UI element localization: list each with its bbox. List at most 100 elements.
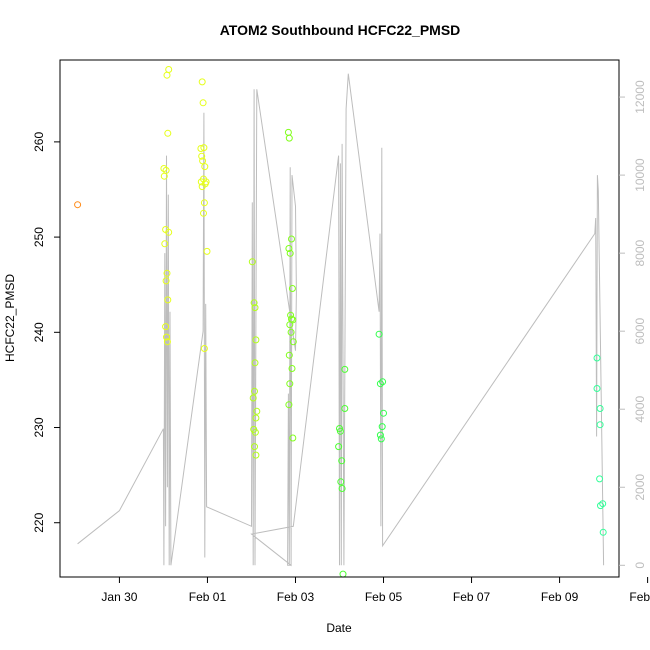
data-point [375, 330, 383, 338]
data-point [163, 269, 171, 277]
data-point [379, 378, 387, 386]
data-point [162, 277, 170, 285]
data-point [599, 500, 607, 508]
y2-tick-label: 12000 [633, 80, 647, 114]
x-tick-label: Feb 05 [365, 590, 403, 604]
x-tick-label: Feb 11 [629, 590, 650, 604]
data-point [163, 338, 171, 346]
x-tick-label: Feb 03 [277, 590, 315, 604]
right-axis-series-line [77, 73, 605, 567]
data-point [202, 178, 210, 186]
data-point [165, 66, 173, 73]
y2-tick-label: 6000 [633, 318, 647, 345]
data-point [252, 451, 260, 459]
data-point [337, 478, 345, 486]
data-point [165, 228, 173, 236]
y-tick-label: 230 [32, 417, 46, 437]
data-point [338, 485, 346, 492]
scatter-points [74, 66, 607, 578]
data-point [376, 380, 384, 388]
data-point [593, 354, 601, 362]
data-point [164, 296, 172, 304]
y-axis: 220 230 240 250 260 [32, 132, 60, 533]
data-point [335, 443, 343, 451]
y2-tick-label: 2000 [633, 474, 647, 501]
data-point [285, 401, 293, 409]
data-point [380, 409, 387, 417]
plot-frame [59, 59, 620, 578]
data-point [286, 321, 294, 329]
data-point [599, 528, 607, 536]
y-axis-label: HCFC22_PMSD [3, 274, 17, 362]
data-point [285, 245, 293, 252]
data-point [596, 405, 604, 412]
data-point [199, 99, 207, 107]
x-tick-label: Feb 01 [189, 590, 227, 604]
y2-tick-label: 8000 [633, 239, 647, 266]
data-point [597, 502, 604, 510]
data-point [341, 405, 349, 412]
data-point [251, 359, 259, 367]
y2-tick-label: 10000 [633, 158, 647, 192]
data-point [593, 385, 601, 392]
data-point [164, 129, 172, 137]
data-point [285, 134, 293, 142]
x-tick-label: Jan 30 [101, 590, 137, 604]
data-point [160, 165, 168, 172]
data-point [251, 443, 258, 451]
x-axis: Jan 30 Feb 01 Feb 03 Feb 05 Feb 07 Feb 09 Feb … [101, 577, 650, 604]
y2-tick-label: 0 [633, 562, 647, 569]
data-point [161, 240, 169, 248]
y-tick-label: 250 [32, 227, 46, 247]
y-tick-label: 240 [32, 322, 46, 342]
data-point [198, 152, 206, 160]
data-point [250, 299, 258, 307]
data-point [376, 431, 384, 439]
x-tick-label: Feb 07 [453, 590, 491, 604]
data-point [197, 145, 205, 152]
data-point [596, 475, 604, 483]
data-point [162, 323, 170, 331]
data-point [287, 328, 295, 336]
y-tick-label: 260 [32, 132, 46, 152]
data-point [336, 427, 344, 435]
data-point [162, 166, 170, 174]
data-point [289, 338, 297, 346]
data-point [288, 365, 296, 372]
data-point [286, 380, 294, 388]
x-tick-label: Feb 09 [541, 590, 579, 604]
data-point [288, 285, 296, 292]
series-line [77, 73, 605, 567]
data-point [198, 78, 206, 86]
data-point [341, 365, 349, 373]
data-point [377, 435, 385, 443]
data-point [286, 249, 294, 257]
data-point [288, 235, 295, 243]
data-point [200, 199, 208, 207]
x-axis-label: Date [326, 621, 352, 635]
data-point [253, 407, 261, 415]
data-point [200, 209, 207, 217]
y-tick-label: 220 [32, 512, 46, 532]
data-point [339, 570, 347, 578]
y2-axis: 0 2000 4000 6000 8000 10000 12000 [619, 80, 647, 569]
data-point [163, 71, 171, 79]
data-point [251, 428, 259, 436]
data-point [252, 336, 260, 344]
y2-tick-label: 4000 [633, 396, 647, 423]
data-point [200, 345, 208, 352]
data-point [284, 128, 292, 136]
data-point [74, 201, 82, 209]
chart-title: ATOM2 Southbound HCFC22_PMSD [220, 22, 461, 38]
data-point [163, 333, 170, 341]
data-point [252, 414, 260, 422]
data-point [200, 144, 208, 152]
data-point [248, 258, 256, 266]
data-point [201, 163, 209, 171]
data-point [289, 434, 297, 442]
data-point [338, 457, 346, 465]
data-point [203, 247, 211, 255]
data-point [285, 351, 293, 359]
data-point [249, 394, 257, 402]
